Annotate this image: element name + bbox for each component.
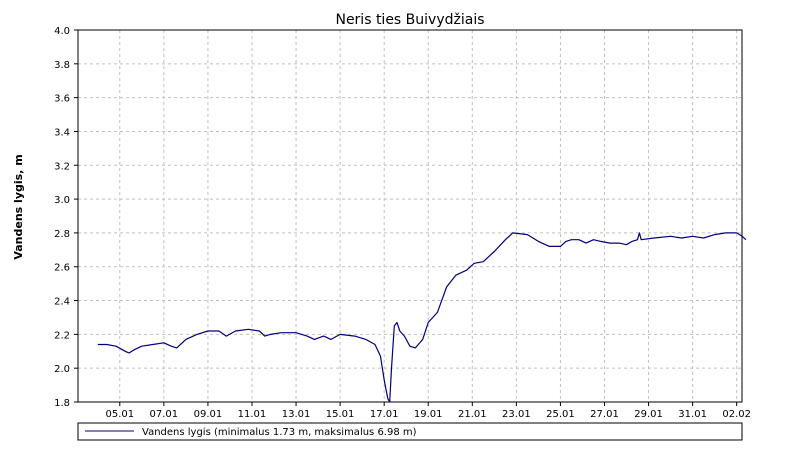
y-tick-label: 3.0 — [54, 195, 70, 206]
x-tick-label: 19.01 — [414, 409, 443, 420]
x-tick-label: 07.01 — [150, 409, 179, 420]
x-tick-label: 25.01 — [546, 409, 575, 420]
x-tick-label: 27.01 — [590, 409, 619, 420]
x-tick-label: 02.02 — [722, 409, 751, 420]
x-tick-label: 17.01 — [370, 409, 399, 420]
x-tick-label: 31.01 — [678, 409, 707, 420]
y-tick-label: 3.8 — [54, 60, 70, 71]
y-tick-label: 3.2 — [54, 161, 70, 172]
legend-series-label: Vandens lygis (minimalus 1.73 m, maksima… — [142, 427, 417, 438]
x-tick-label: 29.01 — [634, 409, 663, 420]
gridlines — [78, 30, 742, 402]
legend-box — [77, 422, 743, 441]
series-lines — [97, 232, 747, 403]
x-tick-labels: 05.01 07.01 09.01 11.01 13.01 15.01 17.01 19.01… — [105, 402, 751, 420]
series-line — [97, 232, 747, 403]
y-tick-label: 2.2 — [54, 330, 70, 341]
y-tick-label: 2.8 — [54, 229, 70, 240]
chart-title: Neris ties Buivydžiais — [335, 12, 484, 28]
x-tick-label: 23.01 — [502, 409, 531, 420]
plot-area-frame — [77, 29, 743, 403]
y-tick-label: 2.4 — [54, 297, 70, 308]
y-tick-label: 4.0 — [54, 26, 70, 37]
legend: Vandens lygis (minimalus 1.73 m, maksima… — [77, 422, 743, 441]
x-tick-label: 11.01 — [238, 409, 267, 420]
x-tick-label: 05.01 — [105, 409, 134, 420]
y-tick-label: 2.6 — [54, 263, 70, 274]
x-tick-label: 09.01 — [194, 409, 223, 420]
x-tick-label: 15.01 — [326, 409, 355, 420]
y-tick-label: 3.6 — [54, 94, 70, 105]
x-tick-label: 13.01 — [282, 409, 311, 420]
y-tick-label: 3.4 — [54, 127, 70, 138]
x-tick-label: 21.01 — [458, 409, 487, 420]
y-tick-label: 1.8 — [54, 398, 70, 409]
y-tick-labels: 1.8 2.0 2.2 2.4 2.6 2.8 3.0 3.2 3.4 3.6 3.8 4.0 — [54, 26, 78, 409]
y-tick-label: 2.0 — [54, 364, 70, 375]
y-axis-label: Vandens lygis, m — [12, 154, 25, 259]
